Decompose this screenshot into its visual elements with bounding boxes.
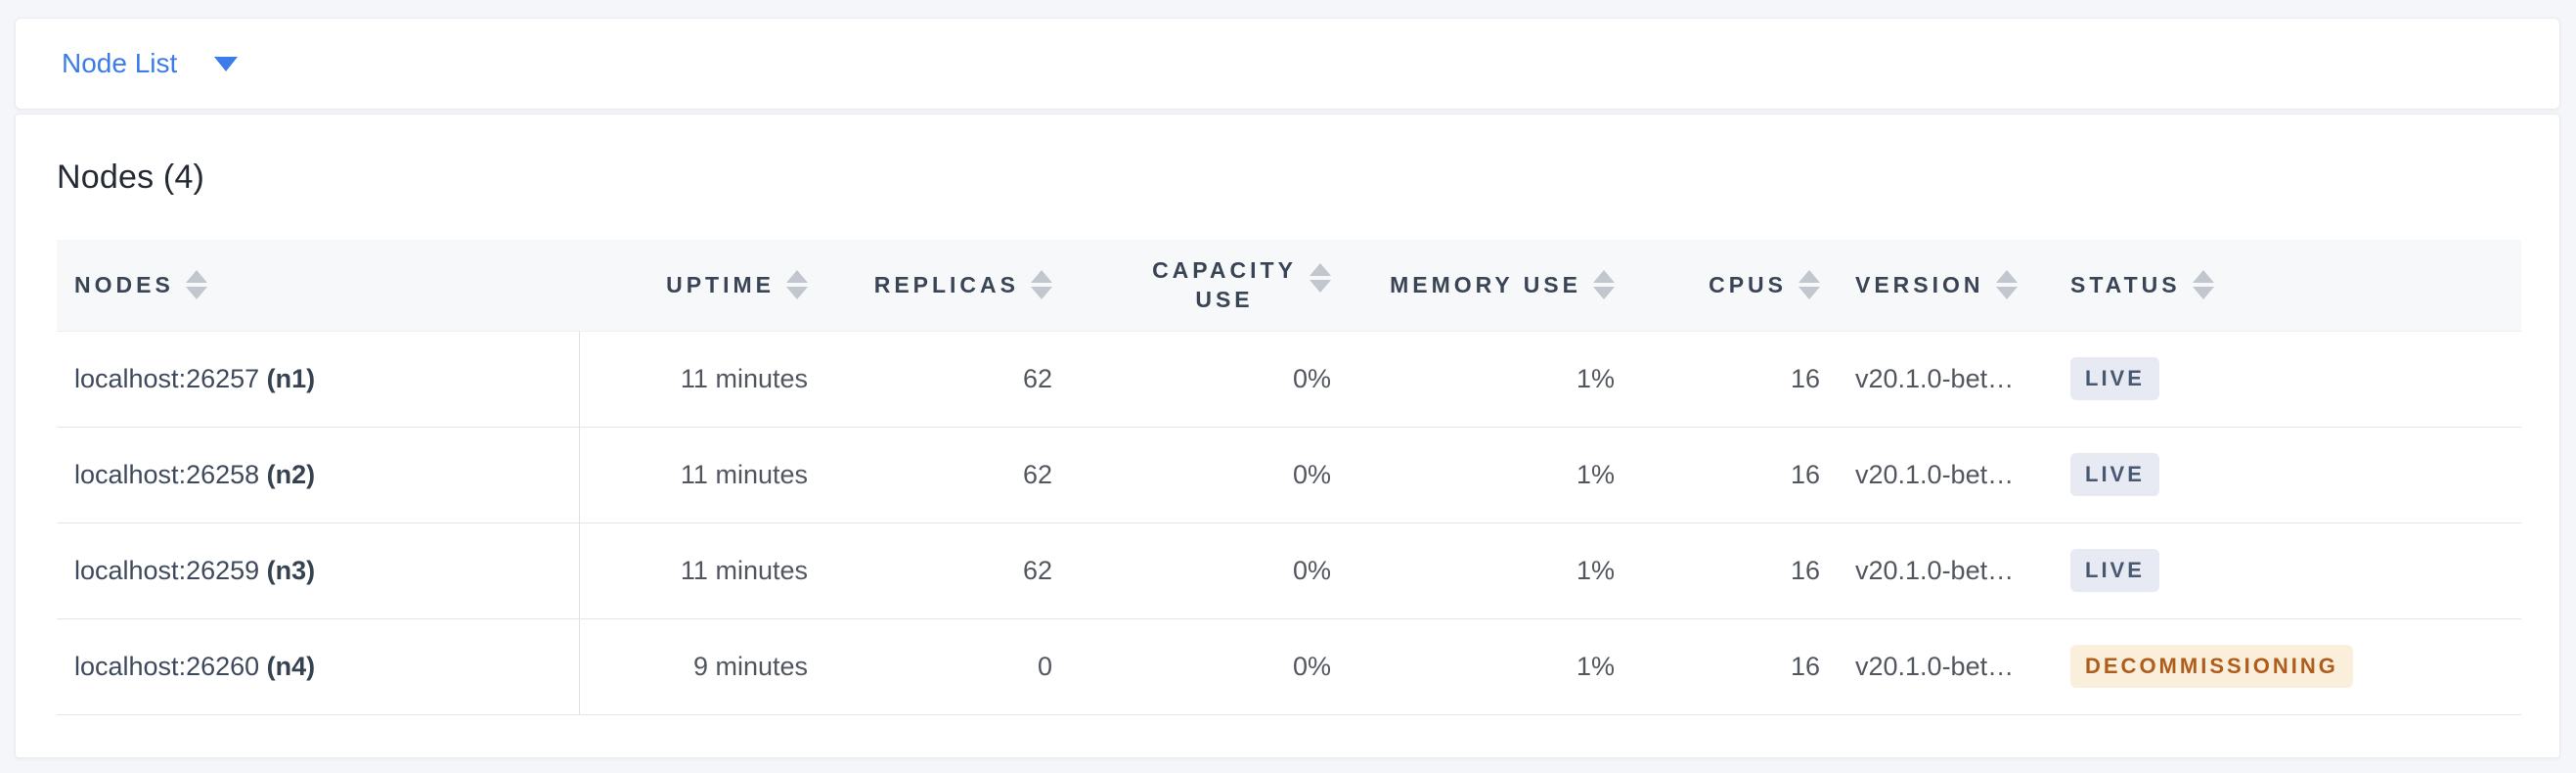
- cpus-cell: 16: [1624, 523, 1830, 619]
- node-id: (n1): [266, 363, 316, 393]
- node-id: (n4): [266, 651, 316, 681]
- column-header-capacity_use[interactable]: Capacity Use: [1062, 240, 1341, 332]
- column-header-status[interactable]: Status: [2045, 240, 2521, 332]
- uptime-cell: 9 minutes: [579, 618, 818, 715]
- capacity-use-cell: 0%: [1062, 331, 1341, 428]
- memory-use-cell: 1%: [1341, 523, 1624, 619]
- node-id: (n3): [266, 555, 316, 585]
- node-address-cell: localhost:26259 (n3): [57, 523, 580, 619]
- column-label: Capacity Use: [1152, 257, 1297, 313]
- nodes-count-title: Nodes (4): [57, 159, 205, 196]
- cpus-cell: 16: [1624, 427, 1830, 523]
- column-header-version[interactable]: Version: [1830, 240, 2045, 332]
- uptime-cell: 11 minutes: [579, 523, 818, 619]
- replicas-cell: 0: [818, 618, 1062, 715]
- column-header-uptime[interactable]: Uptime: [579, 240, 818, 332]
- status-cell: LIVE: [2045, 523, 2521, 619]
- capacity-use-cell: 0%: [1062, 523, 1341, 619]
- sort-icon: [1310, 263, 1331, 294]
- version-cell: v20.1.0-bet…: [1830, 618, 2045, 715]
- node-list-dropdown[interactable]: Node List: [62, 48, 239, 79]
- column-header-cpus[interactable]: CPUs: [1624, 240, 1830, 332]
- memory-use-cell: 1%: [1341, 331, 1624, 428]
- version-cell: v20.1.0-bet…: [1830, 523, 2045, 619]
- table-row: localhost:26258 (n2) 11 minutes 62 0% 1% 16 v2…: [57, 427, 2521, 523]
- caret-down-icon: [214, 56, 239, 71]
- sort-icon: [2192, 270, 2214, 300]
- column-header-memory_use[interactable]: Memory Use: [1341, 240, 1624, 332]
- memory-use-cell: 1%: [1341, 427, 1624, 523]
- version-cell: v20.1.0-bet…: [1830, 331, 2045, 428]
- node-list-dropdown-label: Node List: [62, 48, 178, 78]
- memory-use-cell: 1%: [1341, 618, 1624, 715]
- sort-icon: [786, 270, 808, 300]
- status-badge: DECOMMISSIONING: [2070, 645, 2353, 688]
- column-header-node[interactable]: Nodes: [57, 240, 579, 332]
- capacity-use-cell: 0%: [1062, 427, 1341, 523]
- sort-icon: [1995, 270, 2018, 300]
- sort-icon: [185, 270, 207, 300]
- node-address-cell: localhost:26257 (n1): [57, 331, 580, 428]
- node-address: localhost:26257: [74, 363, 267, 393]
- column-label: Uptime: [666, 271, 775, 297]
- node-address: localhost:26258: [74, 459, 267, 489]
- node-id: (n2): [266, 459, 316, 489]
- table-row: localhost:26259 (n3) 11 minutes 62 0% 1% 16 v2…: [57, 523, 2521, 619]
- status-badge: LIVE: [2070, 357, 2159, 400]
- sort-icon: [1799, 270, 1820, 300]
- column-label: Memory Use: [1390, 271, 1581, 297]
- status-badge: LIVE: [2070, 453, 2159, 496]
- nodes-table: Nodes Uptime Replicas Capacity Use Memory Us…: [57, 240, 2521, 715]
- status-badge: LIVE: [2070, 549, 2159, 592]
- column-header-replicas[interactable]: Replicas: [818, 240, 1062, 332]
- nodes-card: Nodes (4) Nodes Uptime Replicas Capacity Us…: [15, 114, 2560, 758]
- replicas-cell: 62: [818, 427, 1062, 523]
- view-selector-bar: Node List: [15, 18, 2560, 110]
- status-cell: DECOMMISSIONING: [2045, 618, 2521, 715]
- node-address: localhost:26259: [74, 555, 267, 585]
- replicas-cell: 62: [818, 523, 1062, 619]
- table-header-row: Nodes Uptime Replicas Capacity Use Memory Us…: [57, 240, 2521, 332]
- sort-icon: [1031, 270, 1052, 300]
- cpus-cell: 16: [1624, 331, 1830, 428]
- sort-icon: [1593, 270, 1615, 300]
- column-label: Replicas: [873, 271, 1019, 297]
- status-cell: LIVE: [2045, 427, 2521, 523]
- status-cell: LIVE: [2045, 331, 2521, 428]
- node-address: localhost:26260: [74, 651, 267, 681]
- table-row: localhost:26257 (n1) 11 minutes 62 0% 1% 16 v2…: [57, 331, 2521, 428]
- table-row: localhost:26260 (n4) 9 minutes 0 0% 1% 16 v20.…: [57, 618, 2521, 715]
- replicas-cell: 62: [818, 331, 1062, 428]
- column-label: Nodes: [74, 271, 174, 297]
- version-cell: v20.1.0-bet…: [1830, 427, 2045, 523]
- column-label: Status: [2070, 271, 2181, 297]
- node-address-cell: localhost:26260 (n4): [57, 618, 580, 715]
- uptime-cell: 11 minutes: [579, 331, 818, 428]
- column-label: CPUs: [1709, 271, 1787, 297]
- uptime-cell: 11 minutes: [579, 427, 818, 523]
- node-address-cell: localhost:26258 (n2): [57, 427, 580, 523]
- capacity-use-cell: 0%: [1062, 618, 1341, 715]
- cpus-cell: 16: [1624, 618, 1830, 715]
- column-label: Version: [1855, 271, 1984, 297]
